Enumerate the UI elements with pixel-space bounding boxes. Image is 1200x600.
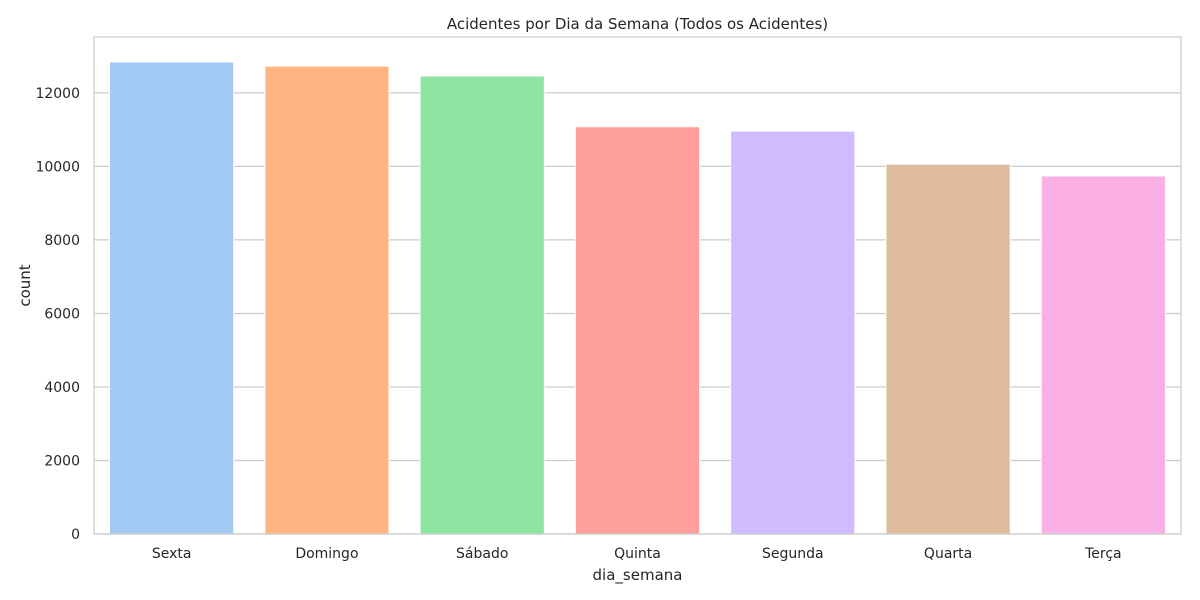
y-tick-label: 12000 — [35, 86, 80, 102]
bar-sexta — [109, 61, 235, 535]
chart-title: Acidentes por Dia da Semana (Todos os Ac… — [447, 15, 828, 33]
x-tick-label: Quarta — [924, 546, 972, 562]
x-tick-label: Segunda — [762, 546, 824, 562]
y-tick-labels: 0 2000 4000 6000 8000 10000 12000 — [35, 86, 80, 543]
y-tick-label: 6000 — [44, 306, 80, 322]
bar-sabado — [419, 75, 545, 535]
x-axis-label: dia_semana — [593, 566, 683, 585]
y-tick-label: 2000 — [44, 453, 80, 469]
y-tick-label: 0 — [71, 527, 80, 543]
x-tick-label: Sábado — [456, 546, 508, 562]
x-tick-label: Domingo — [295, 546, 358, 562]
bar-quinta — [574, 126, 701, 535]
y-tick-label: 4000 — [44, 380, 80, 396]
y-tick-label: 10000 — [35, 159, 80, 175]
x-tick-label: Terça — [1084, 546, 1122, 562]
bar-domingo — [264, 65, 390, 535]
y-axis-label: count — [16, 264, 34, 306]
plot-frame — [93, 36, 1182, 535]
bar-terca — [1040, 175, 1166, 535]
bar-quarta — [885, 163, 1011, 535]
bar-segunda — [730, 130, 856, 535]
x-tick-label: Sexta — [152, 546, 192, 562]
x-tick-label: Quinta — [614, 546, 661, 562]
x-tick-labels: Sexta Domingo Sábado Quinta Segunda Quarta Ter… — [152, 546, 1122, 562]
y-tick-label: 8000 — [44, 233, 80, 249]
